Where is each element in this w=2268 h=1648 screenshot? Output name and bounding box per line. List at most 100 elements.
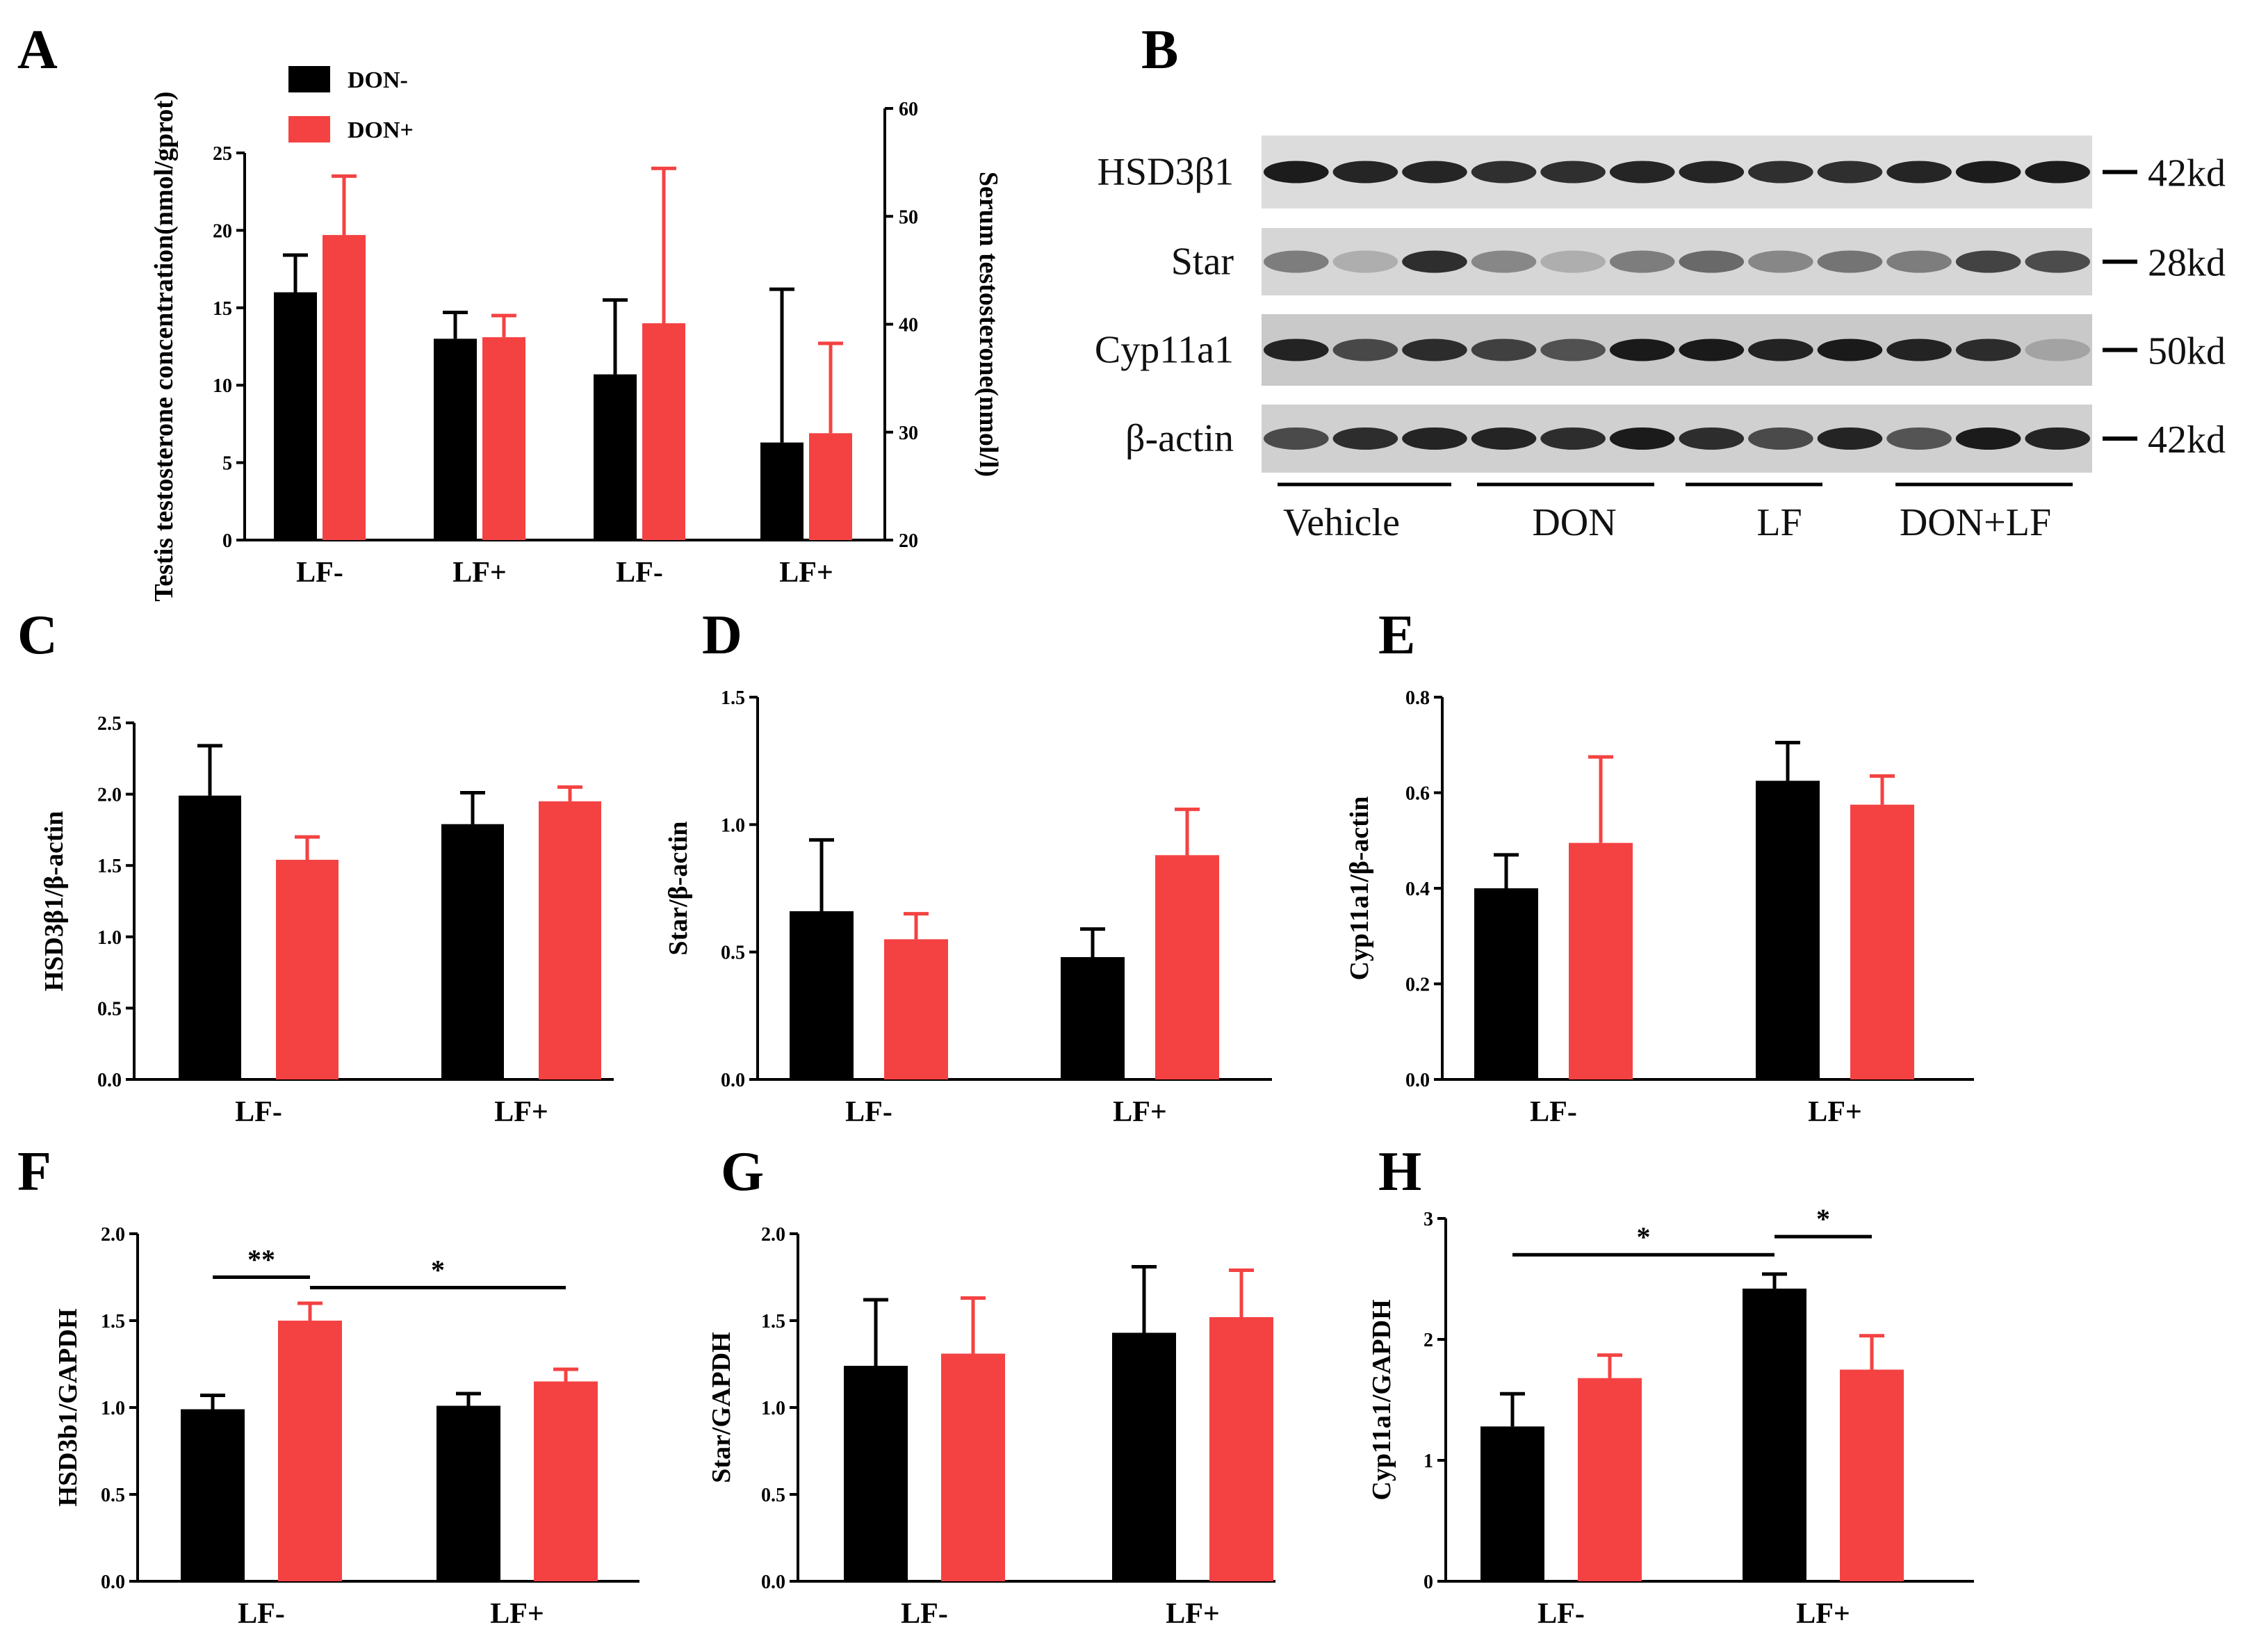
y-tick-label: 1.5 (97, 856, 122, 877)
y2-axis-label: Serum testosterone(nmol/l) (974, 172, 1003, 477)
y-tick-label: 20 (213, 220, 232, 242)
blot-size-label: 42kd (2148, 152, 2226, 195)
y-tick-label: 1.0 (721, 815, 745, 836)
y2-tick-label: 60 (899, 99, 918, 120)
bar-f-don-minus-1 (437, 1405, 500, 1581)
y-tick-label: 0.4 (1405, 879, 1430, 900)
blot-band (1332, 250, 1398, 273)
blot-band (1679, 250, 1745, 273)
significance-marker: * (431, 1255, 445, 1286)
y-tick-label: 2.0 (97, 785, 122, 806)
y-axis-label: Testis testosterone concentration(nmol/g… (149, 92, 179, 602)
blot-band (1471, 427, 1537, 450)
blot-band (1748, 161, 1813, 183)
y-tick-label: 0.2 (1405, 974, 1430, 996)
y-tick-label: 2 (1423, 1330, 1433, 1351)
bar-d-don-minus-0 (790, 911, 854, 1079)
y-axis-label: Cyp11a1/β-actin (1345, 797, 1374, 981)
bar-c-don-plus-1 (539, 801, 601, 1079)
blot-band (1540, 161, 1606, 183)
blot-size-label: 50kd (2148, 330, 2226, 373)
blot-band (1748, 427, 1813, 450)
bar-c-don-minus-0 (179, 795, 241, 1079)
y-tick-label: 1.5 (761, 1311, 785, 1332)
blot-band (1263, 427, 1329, 450)
bar-c-don-minus-1 (441, 824, 504, 1079)
x-category-label: LF+ (1808, 1096, 1862, 1128)
panel-letter-d: D (702, 605, 742, 666)
blot-band (1540, 250, 1606, 273)
blot-band (2025, 250, 2091, 273)
blot-group-label: DON (1532, 501, 1616, 544)
y-tick-label: 1.0 (97, 927, 122, 949)
bar-a-don-minus-1 (434, 338, 477, 540)
bar-a-don-plus-1 (482, 337, 525, 540)
x-category-label: LF- (1537, 1598, 1585, 1630)
blot-size-label: 28kd (2148, 242, 2226, 285)
blot-row-label: β-actin (1125, 417, 1234, 460)
blot-band (2025, 427, 2091, 450)
x-category-label: LF+ (452, 557, 507, 589)
x-category-label: LF+ (1166, 1598, 1220, 1630)
y-tick-label: 0.6 (1405, 783, 1430, 805)
bar-e-don-minus-0 (1474, 888, 1538, 1079)
bar-h-don-minus-0 (1480, 1426, 1544, 1581)
x-category-label: LF+ (1796, 1598, 1850, 1630)
y-tick-label: 25 (213, 143, 232, 165)
blot-band (1955, 427, 2021, 450)
y-tick-label: 1.0 (101, 1398, 125, 1419)
legend-label-don-plus: DON+ (348, 117, 414, 143)
blot-band (1471, 161, 1537, 183)
y-tick-label: 0 (1423, 1572, 1433, 1593)
panel-c: C 0.0 0.5 1.0 1.5 2.0 2.5 HSD3β1/β-actin LF- LF+ (17, 605, 614, 1128)
blot-band (1679, 338, 1745, 361)
blot-band (1886, 250, 1952, 273)
y2-tick-label: 40 (899, 315, 918, 336)
x-category-label: LF- (235, 1096, 282, 1128)
blot-band (1540, 427, 1606, 450)
blot-band (1332, 427, 1398, 450)
blot-strip (1262, 314, 2092, 386)
y-tick-label: 0.0 (1405, 1070, 1430, 1091)
bar-a-don-plus-3 (809, 433, 852, 540)
y2-tick-label: 50 (899, 206, 918, 228)
panel-b: B HSD3β1 42kd Star 28kd Cyp11a1 50kd β-actin 42k… (1095, 19, 2226, 544)
panel-letter-h: H (1378, 1141, 1421, 1202)
blot-band (1817, 338, 1883, 361)
bar-e-don-plus-0 (1569, 842, 1633, 1079)
panel-e: E 0.0 0.2 0.4 0.6 0.8 Cyp11a1/β-actin LF- LF+ (1345, 605, 1974, 1128)
y-tick-label: 0.5 (101, 1485, 125, 1506)
panel-letter-f: F (17, 1141, 51, 1202)
blot-band (1886, 161, 1952, 183)
y-axis-label: HSD3b1/GAPDH (54, 1308, 83, 1506)
y-tick-label: 10 (213, 375, 232, 397)
blot-strip (1262, 136, 2092, 209)
panel-letter-c: C (17, 605, 58, 666)
bar-e-don-plus-1 (1850, 804, 1914, 1079)
blot-band (1263, 338, 1329, 361)
y-tick-label: 0.5 (97, 998, 122, 1020)
bar-f-don-plus-1 (534, 1381, 598, 1581)
x-category-label: LF+ (494, 1096, 548, 1128)
blot-row-label: Cyp11a1 (1095, 329, 1234, 372)
blot-band (1955, 161, 2021, 183)
blot-band (1540, 338, 1606, 361)
panel-a: A 0 5 10 15 20 25 Testis testosterone concentra… (17, 19, 1003, 601)
bar-a-don-minus-2 (594, 374, 637, 540)
blot-band (1817, 161, 1883, 183)
panel-letter-b: B (1141, 19, 1178, 81)
blot-band (1679, 161, 1745, 183)
legend-label-don-minus: DON- (348, 67, 408, 93)
blot-band (2025, 338, 2091, 361)
y-tick-label: 2.0 (101, 1224, 125, 1246)
blot-band (2025, 161, 2091, 183)
y-tick-label: 1.0 (761, 1398, 785, 1419)
x-category-label: LF- (1530, 1096, 1577, 1128)
x-category-label: LF+ (1113, 1096, 1167, 1128)
blot-band (1748, 338, 1813, 361)
bar-a-don-plus-2 (642, 323, 685, 540)
blot-band (1955, 338, 2021, 361)
y-tick-label: 0.8 (1405, 687, 1430, 709)
y2-tick-label: 20 (899, 530, 918, 552)
